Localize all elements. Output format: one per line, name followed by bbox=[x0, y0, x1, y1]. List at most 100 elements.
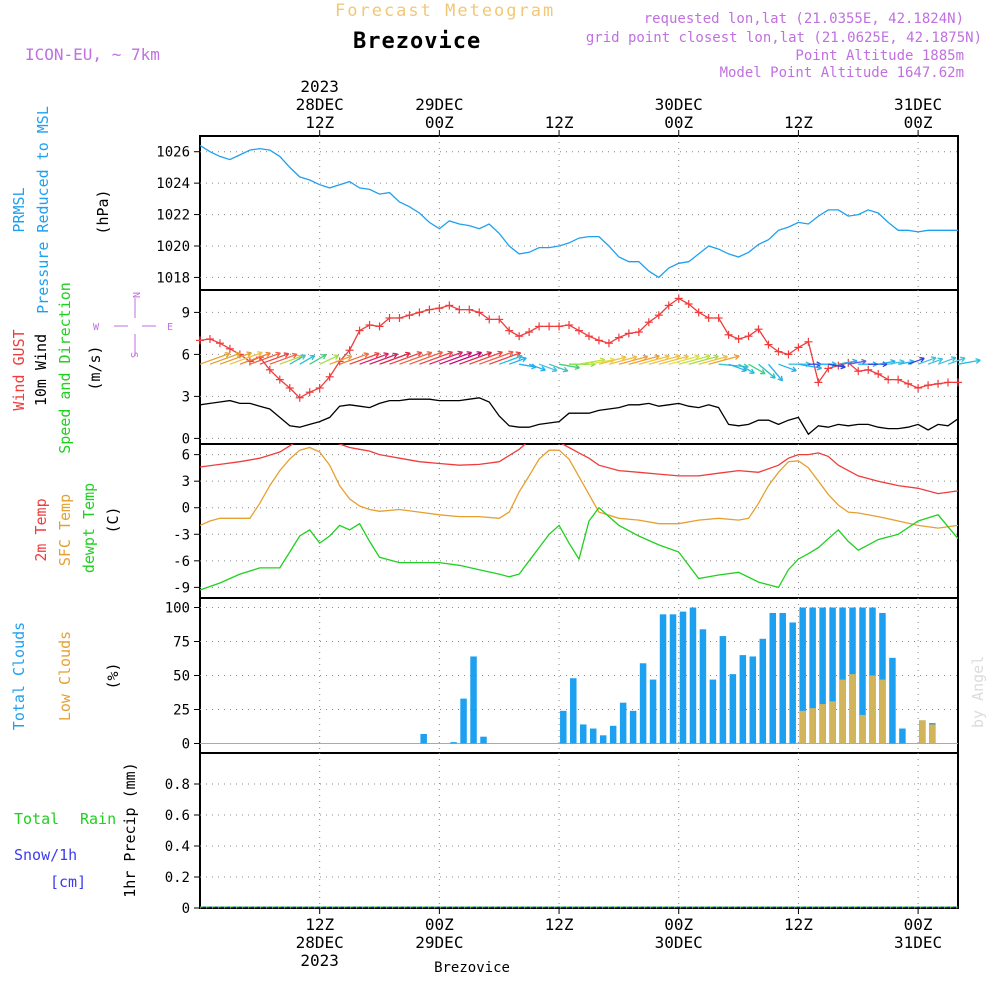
wind-arrow-head bbox=[831, 361, 837, 365]
wind-arrow-head bbox=[631, 354, 637, 358]
wind-arrow bbox=[668, 355, 700, 365]
wind-arrow bbox=[738, 363, 755, 374]
wind-arrow-head bbox=[467, 352, 473, 357]
low-cloud-bar bbox=[919, 720, 926, 744]
wind-arrow-head bbox=[938, 358, 944, 364]
wind-arrow bbox=[269, 353, 298, 365]
total-cloud-bar bbox=[819, 607, 826, 744]
bottom-axis-date: 30DEC bbox=[655, 933, 703, 952]
wind-arrow bbox=[519, 363, 537, 368]
wind-arrow-head bbox=[276, 352, 281, 358]
wind-arrow-head bbox=[574, 367, 580, 371]
wind-arrow-head bbox=[236, 352, 242, 358]
watermark: by Angel bbox=[969, 656, 987, 728]
y-tick-label: 0.6 bbox=[165, 808, 190, 824]
wind-arrow-head bbox=[335, 355, 340, 360]
wind-arrow-head bbox=[772, 373, 776, 379]
wind-arrow-head bbox=[347, 355, 353, 361]
wind-arrow bbox=[349, 352, 380, 365]
low-cloud-bar bbox=[849, 674, 856, 744]
wind-arrow bbox=[898, 360, 915, 365]
wind-arrow-head bbox=[438, 351, 444, 357]
wind-arrow bbox=[917, 357, 937, 365]
temp-labels: 2m Temp SFC Temp dewpt Temp (C) bbox=[32, 483, 122, 573]
pressure-line bbox=[199, 144, 958, 279]
top-axis-hour: 00Z bbox=[904, 113, 933, 132]
model-label: ICON-EU, ~ 7km bbox=[25, 45, 160, 64]
bottom-axis-hour: 12Z bbox=[784, 915, 813, 934]
low-cloud-bar bbox=[799, 710, 806, 744]
wind-arrow-head bbox=[458, 351, 463, 357]
bottom-axis-date: 28DEC bbox=[296, 933, 344, 952]
wind-arrow-head bbox=[620, 355, 627, 358]
total-cloud-bar bbox=[839, 607, 846, 744]
total-cloud-bar bbox=[560, 710, 567, 744]
top-axis-hour: 12Z bbox=[784, 113, 813, 132]
total-cloud-bar bbox=[470, 656, 477, 744]
total-cloud-bar bbox=[480, 736, 487, 744]
wind-arrow-head bbox=[323, 354, 327, 360]
wind-arrow-head bbox=[406, 352, 411, 358]
pressure-labels: PRMSL Pressure Reduced to MSL (hPa) bbox=[10, 106, 112, 314]
wind-arrow-head bbox=[476, 351, 482, 354]
wind-arrow-head bbox=[675, 353, 681, 357]
wind-arrow bbox=[289, 354, 306, 365]
total-cloud-bar bbox=[689, 607, 697, 744]
total-cloud-bar bbox=[719, 636, 727, 744]
y-tick-label: 0.2 bbox=[165, 870, 190, 886]
wind-arrow-head bbox=[705, 353, 711, 357]
wind-arrow-head bbox=[486, 351, 492, 354]
wind-arrow-head bbox=[761, 369, 766, 375]
wind-arrow-head bbox=[642, 354, 648, 358]
wind-arrow-head bbox=[296, 354, 302, 357]
wind-arrow-head bbox=[437, 350, 443, 353]
wind-arrow bbox=[848, 360, 867, 365]
wind-10m-line bbox=[199, 397, 959, 436]
wind-arrow-head bbox=[515, 351, 521, 354]
wind-arrow-head bbox=[932, 357, 937, 362]
wind-arrow-head bbox=[909, 359, 915, 362]
wind-arrow-head bbox=[224, 351, 230, 355]
wind-arrow bbox=[728, 363, 747, 372]
total-cloud-bar bbox=[679, 611, 687, 744]
wind-arrow-head bbox=[694, 354, 700, 357]
wind-arrow bbox=[628, 355, 660, 365]
wind-arrow-head bbox=[575, 364, 580, 369]
prmsl-label: PRMSL bbox=[10, 187, 28, 232]
wind-arrow bbox=[758, 363, 776, 379]
total-cloud-bar bbox=[799, 607, 806, 744]
wind-arrow-head bbox=[952, 357, 957, 362]
top-axis-hour: 00Z bbox=[664, 113, 693, 132]
wind-arrow-head bbox=[551, 370, 558, 373]
wind-arrow-head bbox=[518, 355, 523, 361]
wind-arrow-head bbox=[265, 351, 271, 354]
bottom-axis-year: 2023 bbox=[300, 951, 339, 970]
wind-arrow-head bbox=[283, 352, 289, 355]
wind-arrow-head bbox=[950, 356, 957, 359]
wind-arrow-head bbox=[751, 368, 755, 374]
wind-arrow bbox=[748, 363, 766, 375]
wind-gust-label: Wind GUST bbox=[10, 329, 28, 410]
bottom-axis-hour: 00Z bbox=[904, 915, 933, 934]
footer-location: Brezovice bbox=[434, 960, 510, 976]
y-tick-label: 1020 bbox=[156, 239, 190, 255]
total-cloud-bar bbox=[609, 725, 617, 744]
wind-arrow-head bbox=[405, 351, 411, 354]
wind-arrow-head bbox=[375, 352, 380, 358]
wind-arrow-head bbox=[930, 356, 937, 359]
wind-arrow-head bbox=[417, 352, 423, 357]
wind-arrow-head bbox=[509, 351, 514, 357]
wind-arrow-head bbox=[517, 354, 523, 357]
wind-arrow-head bbox=[246, 351, 252, 354]
wind-arrow bbox=[339, 353, 369, 365]
total-clouds-label: Total Clouds bbox=[10, 622, 28, 730]
wind-arrow bbox=[409, 351, 443, 365]
wind-arrow-head bbox=[364, 353, 369, 358]
wind-arrow bbox=[937, 357, 957, 365]
wind-arrow bbox=[249, 352, 281, 365]
y-tick-label: 100 bbox=[165, 601, 190, 617]
total-label: Total bbox=[14, 810, 59, 828]
y-tick-label: 0 bbox=[182, 736, 190, 752]
